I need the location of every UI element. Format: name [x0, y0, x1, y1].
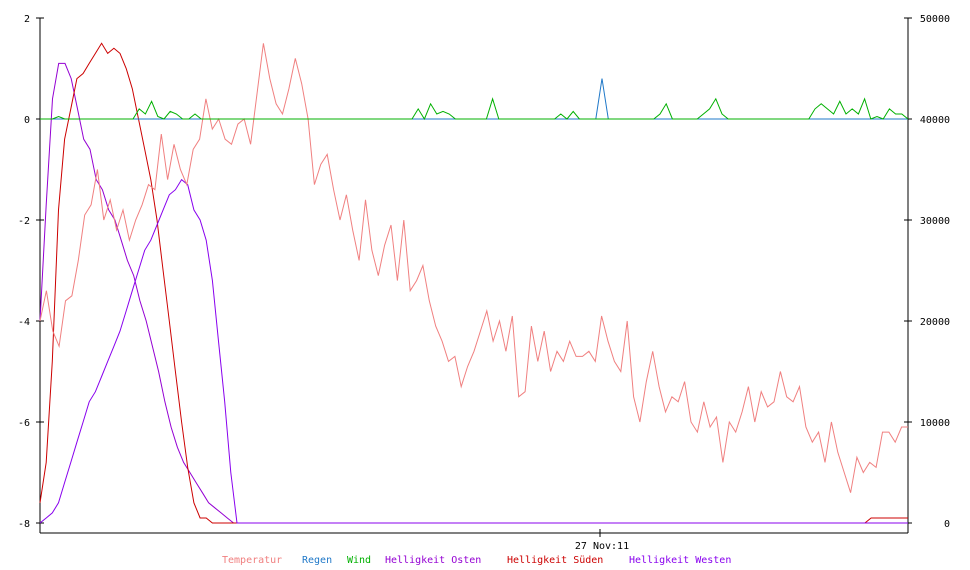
- chart-axes: [39, 18, 909, 534]
- series-line-helligkeit-westen: [39, 178, 908, 524]
- right-tick-label: 20000: [920, 317, 950, 328]
- series-line-wind: [40, 97, 909, 121]
- left-tick-label: -8: [18, 519, 30, 530]
- legend-entry: Helligkeit Süden: [507, 555, 603, 566]
- right-tick-label: 0: [944, 519, 950, 530]
- right-tick-group: 50000 40000 30000 20000 10000 0: [904, 14, 950, 530]
- right-tick-label: 10000: [920, 418, 950, 429]
- series-line-helligkeit-s-den: [39, 42, 908, 524]
- legend-entry: Helligkeit Westen: [629, 555, 731, 566]
- left-tick-label: -2: [18, 216, 30, 227]
- x-tick-group: 27 Nov:11: [575, 529, 629, 552]
- series-line-temperatur: [39, 43, 908, 493]
- left-tick-label: -6: [18, 418, 30, 429]
- legend-entry: Wind: [347, 555, 371, 566]
- legend-entry: Temperatur: [222, 555, 282, 566]
- series-line-helligkeit-osten: [39, 62, 908, 524]
- right-tick-label: 50000: [920, 14, 950, 25]
- left-tick-label: -4: [18, 317, 30, 328]
- x-tick-label: 27 Nov:11: [575, 541, 629, 552]
- series-line-regen: [40, 78, 908, 120]
- legend-entry: Helligkeit Osten: [385, 555, 481, 566]
- left-tick-label: 2: [24, 14, 30, 25]
- legend-entry: Regen: [302, 555, 332, 566]
- right-tick-label: 30000: [920, 216, 950, 227]
- left-tick-label: 0: [24, 115, 30, 126]
- series-group: [39, 42, 909, 524]
- right-tick-label: 40000: [920, 115, 950, 126]
- legend: Temperatur Regen Wind Helligkeit Osten Helli…: [222, 555, 731, 566]
